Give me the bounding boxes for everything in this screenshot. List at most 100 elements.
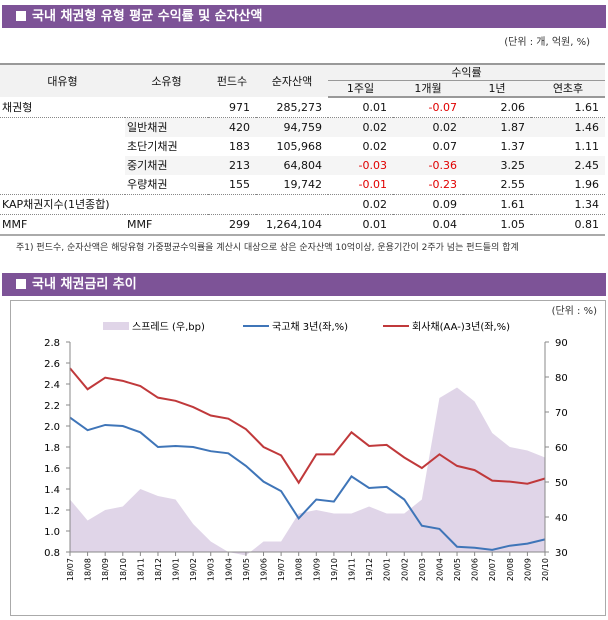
y-tick-label-right: 70 [555, 408, 568, 419]
rate-chart: 0.8 1.0 1.2 1.4 1.6 1.8 2.0 2.2 2.4 2.6 2.8 30 40 50 6… [10, 300, 606, 616]
cell-funds: 183 [229, 140, 250, 153]
table-row: KAP채권지수(1년종합) 0.02 0.09 1.61 1.34 [0, 194, 605, 215]
y-tick-label-right: 80 [555, 373, 568, 384]
header-returns: 수익률 [328, 63, 605, 81]
cell-w1: -0.01 [328, 175, 393, 195]
x-tick-label: 19/08 [295, 558, 304, 581]
cell-y1: 1.05 [463, 214, 531, 236]
x-tick-label: 20/02 [400, 558, 409, 581]
x-tick-label: 18/08 [84, 558, 93, 581]
x-tick-label: 18/12 [154, 558, 163, 581]
cell-y1: 1.37 [500, 140, 526, 153]
chart-svg: 0.8 1.0 1.2 1.4 1.6 1.8 2.0 2.2 2.4 2.6 2.8 30 40 50 6… [44, 304, 598, 581]
x-tick-label: 20/07 [488, 558, 497, 581]
y-tick-label-left: 2.6 [44, 359, 60, 370]
chart-unit-label: (단위 : %) [552, 304, 598, 317]
y-tick-label-left: 1.8 [44, 443, 60, 454]
cell-m1: 0.04 [393, 214, 463, 236]
cell-aum: 1,264,104 [256, 214, 328, 236]
header-funds: 펀드수 [208, 63, 256, 97]
cell-minor: MMF [125, 214, 208, 236]
cell-aum: 105,968 [276, 140, 323, 153]
cell-minor [125, 97, 208, 118]
cell-y1: 2.06 [463, 97, 531, 118]
header-ytd: 연초후 [531, 80, 605, 98]
govt-3y-line [69, 416, 546, 551]
header-1y: 1년 [463, 80, 531, 98]
cell-major [0, 156, 125, 175]
x-tick-label: 19/05 [242, 558, 251, 581]
x-tick-label: 19/06 [260, 558, 269, 581]
cell-ytd: 0.81 [531, 214, 605, 236]
cell-m1: -0.36 [393, 156, 463, 175]
unit-label: (단위 : 개, 억원, %) [504, 37, 590, 48]
x-tick-label: 18/10 [119, 558, 128, 581]
header-minor: 소유형 [125, 63, 208, 97]
cell-aum: 19,742 [256, 175, 328, 195]
y-tick-label-right: 50 [555, 478, 568, 489]
cell-major: MMF [0, 214, 125, 236]
x-tick-label: 19/07 [277, 558, 286, 581]
cell-m1: 0.02 [393, 117, 463, 137]
spread-area [70, 387, 545, 556]
cell-funds: 420 [208, 117, 256, 137]
cell-y1: 3.25 [463, 156, 531, 175]
y-tick-label-left: 0.8 [44, 548, 60, 559]
x-tick-label: 19/01 [172, 558, 181, 581]
cell-w1: 0.02 [328, 117, 393, 137]
cell-aum: 285,273 [256, 97, 328, 118]
cell-minor: 일반채권 [125, 117, 208, 137]
legend-label: 국고채 3년(좌,%) [272, 321, 348, 333]
y-tick-label-left: 2.0 [44, 422, 60, 433]
y-tick-label-right: 60 [555, 443, 568, 454]
table-row: MMF MMF 299 1,264,104 0.01 0.04 1.05 0.81 [0, 214, 605, 236]
y-tick-label-left: 2.4 [44, 380, 60, 391]
x-tick-label: 19/02 [189, 558, 198, 581]
cell-funds: 155 [208, 175, 256, 195]
y-tick-label-left: 1.6 [44, 464, 60, 475]
cell-y1: 1.61 [463, 194, 531, 215]
y-tick-label-left: 1.4 [44, 485, 60, 496]
section-header-rates: 국내 채권금리 추이 [2, 273, 606, 296]
cell-major [0, 118, 125, 138]
cell-minor: 우량채권 [125, 175, 208, 195]
cell-ytd: 1.46 [531, 117, 605, 137]
x-tick-label: 19/10 [330, 558, 339, 581]
cell-m1: -0.23 [393, 175, 463, 195]
cell-aum [256, 194, 328, 215]
x-tick-label: 19/09 [312, 558, 321, 581]
y-tick-label-right: 30 [555, 548, 568, 559]
x-tick-label: 20/10 [541, 558, 550, 581]
section-title: 국내 채권형 유형 평균 수익률 및 순자산액 [32, 9, 263, 24]
cell-minor: 초단기채권 [127, 140, 178, 153]
cell-ytd: 1.11 [574, 140, 600, 153]
x-tick-label: 19/12 [365, 558, 374, 581]
cell-major: KAP채권지수(1년종합) [0, 194, 125, 215]
cell-funds: 213 [208, 156, 256, 175]
legend-swatch-spread [103, 322, 129, 330]
x-tick-label: 18/07 [66, 558, 75, 581]
table-row: 우량채권 155 19,742 -0.01 -0.23 2.55 1.96 [0, 175, 605, 195]
section-header-returns: 국내 채권형 유형 평균 수익률 및 순자산액 [2, 5, 606, 28]
cell-w1: 0.01 [328, 214, 393, 236]
x-tick-label: 20/06 [471, 558, 480, 581]
header-1w: 1주일 [328, 80, 393, 98]
cell-ytd: 1.34 [531, 194, 605, 215]
cell-ytd: 1.96 [531, 175, 605, 195]
x-tick-label: 20/04 [435, 558, 444, 581]
y-tick-label-right: 90 [555, 338, 568, 349]
legend-label: 회사채(AA-)3년(좌,%) [412, 321, 510, 333]
cell-y1: 1.87 [463, 117, 531, 137]
table-row: 초단기채권 183 105,968 0.02 0.07 1.37 1.11 [0, 137, 605, 156]
cell-w1: 0.01 [328, 97, 393, 118]
cell-funds: 971 [208, 97, 256, 118]
cell-major [0, 175, 125, 195]
section-title: 국내 채권금리 추이 [32, 277, 137, 292]
cell-minor [125, 194, 208, 215]
x-tick-label: 20/09 [523, 558, 532, 581]
x-tick-label: 19/04 [224, 558, 233, 581]
header-aum: 순자산액 [256, 63, 328, 97]
returns-table: 대유형 소유형 펀드수 순자산액 수익률 1주일 1개월 1년 연초후 채권형 9… [0, 63, 605, 236]
cell-aum: 64,804 [256, 156, 328, 175]
cell-w1: -0.03 [328, 156, 393, 175]
